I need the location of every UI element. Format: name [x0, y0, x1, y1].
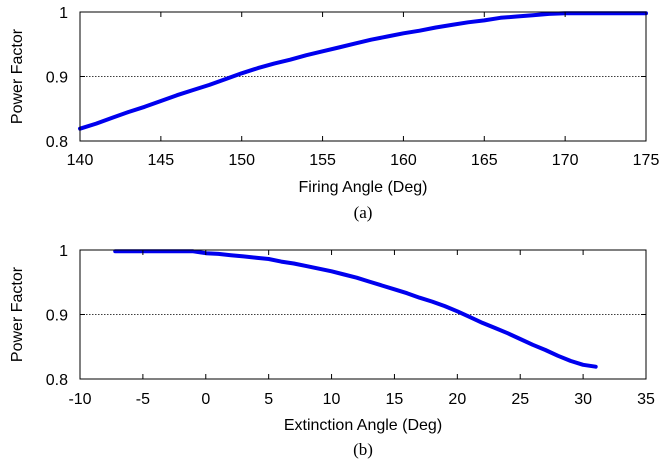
chart2-yaxis-label: Power Factor	[9, 266, 26, 362]
chart1-series-line	[78, 11, 648, 131]
chart2-caption: (b)	[353, 440, 373, 459]
chart1-xtick-label: 155	[309, 152, 336, 169]
chart2-xtick-label: 10	[323, 391, 341, 408]
chart1-xaxis-label: Firing Angle (Deg)	[299, 179, 428, 196]
chart2-xtick-label: -10	[68, 391, 91, 408]
chart1-ytick-label: 1	[59, 5, 68, 22]
chart2-series-line	[113, 249, 598, 369]
chart1-yaxis-label: Power Factor	[9, 28, 26, 124]
chart2-xaxis-label: Extinction Angle (Deg)	[284, 417, 442, 434]
chart1-caption: (a)	[354, 203, 373, 222]
chart1-xtick-label: 140	[67, 152, 94, 169]
chart2-xtick-label: -5	[136, 391, 150, 408]
chart1-xtick-label: 170	[552, 152, 579, 169]
chart1-xtick-label: 175	[633, 152, 660, 169]
chart2-xtick-label: 25	[511, 391, 529, 408]
chart1-xtick-label: 160	[390, 152, 417, 169]
chart2-xtick-label: 5	[264, 391, 273, 408]
chart2-ytick-label: 1	[59, 243, 68, 260]
chart1-xtick-label: 165	[471, 152, 498, 169]
chart1-ytick-label: 0.9	[46, 70, 68, 87]
chart1-xtick-label: 150	[228, 152, 255, 169]
chart1-xtick-label: 145	[148, 152, 175, 169]
chart1-ytick-label: 0.8	[46, 134, 68, 151]
chart2-xtick-label: 35	[637, 391, 655, 408]
chart2-xtick-label: 20	[448, 391, 466, 408]
chart2-xtick-label: 15	[386, 391, 404, 408]
chart2-ytick-label: 0.9	[46, 308, 68, 325]
chart2-ytick-label: 0.8	[46, 372, 68, 389]
chart2-xtick-label: 30	[574, 391, 592, 408]
chart2-xtick-label: 0	[201, 391, 210, 408]
